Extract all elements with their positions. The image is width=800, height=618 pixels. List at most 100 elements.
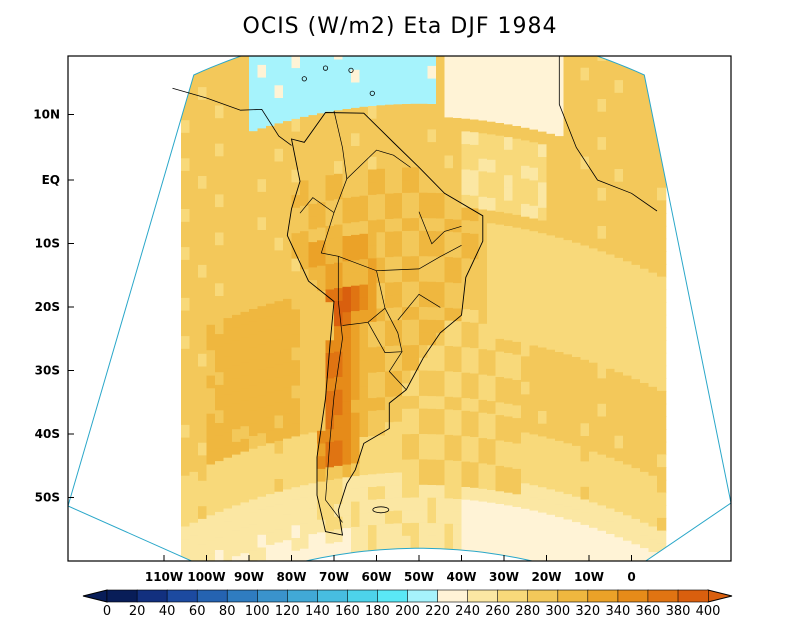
field-cell: [334, 300, 344, 315]
field-cell: [555, 390, 565, 404]
field-cell: [410, 180, 420, 194]
field-cell: [461, 525, 471, 539]
field-cell: [521, 534, 531, 548]
field-cell: [189, 243, 199, 257]
field-cell: [580, 537, 590, 552]
field-cell: [317, 519, 327, 534]
field-cell: [546, 540, 556, 554]
field-cell: [351, 438, 361, 452]
field-cell: [274, 85, 284, 99]
field-cell: [614, 130, 624, 145]
field-cell: [385, 498, 395, 512]
field-cell: [198, 328, 208, 342]
field-cell: [325, 518, 335, 532]
field-cell: [563, 405, 573, 419]
field-cell: [385, 206, 395, 220]
field-cell: [342, 96, 352, 110]
field-cell: [325, 226, 335, 240]
field-cell: [512, 240, 522, 254]
field-cell: [317, 138, 327, 153]
field-cell: [648, 501, 658, 515]
field-cell: [368, 296, 378, 310]
field-cell: [580, 410, 590, 425]
field-cell: [419, 256, 429, 270]
field-cell: [283, 337, 293, 351]
field-cell: [546, 133, 556, 148]
field-cell: [206, 413, 216, 428]
field-cell: [189, 332, 199, 346]
field-cell: [623, 147, 633, 161]
field-cell: [538, 372, 548, 387]
field-cell: [266, 341, 276, 356]
field-cell: [359, 462, 369, 476]
field-cell: [597, 251, 607, 265]
field-cell: [325, 187, 335, 202]
field-cell: [495, 123, 505, 137]
field-cell: [478, 298, 488, 312]
field-cell: [376, 92, 386, 107]
field-cell: [393, 66, 403, 80]
field-cell: [181, 158, 191, 172]
field-cell: [589, 210, 599, 224]
field-cell: [266, 176, 276, 191]
field-cell: [274, 110, 284, 125]
field-cell: [504, 175, 514, 189]
field-cell: [631, 150, 641, 165]
field-cell: [529, 409, 539, 423]
field-cell: [308, 242, 318, 256]
field-cell: [385, 155, 395, 169]
field-cell: [538, 296, 548, 311]
field-cell: [249, 474, 259, 488]
field-cell: [623, 70, 633, 85]
field-cell: [640, 294, 650, 308]
field-cell: [351, 209, 361, 223]
field-cell: [223, 406, 233, 421]
field-cell: [487, 426, 497, 440]
field-cell: [410, 370, 420, 384]
field-cell: [572, 484, 582, 498]
field-cell: [614, 448, 624, 462]
field-cell: [563, 544, 573, 559]
field-cell: [563, 430, 573, 445]
field-cell: [309, 39, 318, 53]
field-cell: [444, 422, 454, 436]
field-cell: [215, 372, 225, 386]
field-cell: [317, 113, 327, 127]
field-cell: [317, 380, 327, 394]
field-cell: [308, 115, 318, 129]
field-cell: [427, 104, 437, 118]
field-cell: [444, 180, 454, 195]
field-cell: [215, 56, 225, 69]
field-cell: [597, 238, 607, 253]
field-cell: [385, 92, 395, 106]
field-cell: [538, 93, 548, 107]
field-cell: [393, 129, 403, 144]
field-cell: [240, 235, 250, 250]
field-cell: [274, 161, 284, 175]
field-cell: [274, 313, 284, 328]
field-cell: [266, 265, 276, 280]
field-cell: [393, 269, 403, 283]
field-cell: [631, 455, 641, 469]
field-cell: [274, 555, 284, 561]
field-cell: [521, 394, 531, 408]
field-cell: [249, 67, 259, 82]
field-cell: [291, 347, 301, 361]
field-cell: [232, 441, 242, 456]
field-cell: [589, 121, 599, 135]
field-cell: [504, 314, 514, 329]
field-cell: [461, 245, 471, 260]
field-cell: [291, 93, 301, 107]
field-cell: [189, 497, 199, 511]
field-cell: [240, 540, 250, 554]
field-cell: [181, 552, 191, 561]
field-cell: [623, 274, 633, 288]
field-cell: [597, 73, 607, 88]
field-cell: [215, 130, 225, 145]
field-cell: [546, 197, 556, 211]
field-cell: [640, 141, 650, 156]
field-cell: [410, 154, 420, 169]
field-cell: [589, 184, 599, 199]
field-cell: [597, 213, 607, 227]
field-cell: [546, 171, 556, 186]
